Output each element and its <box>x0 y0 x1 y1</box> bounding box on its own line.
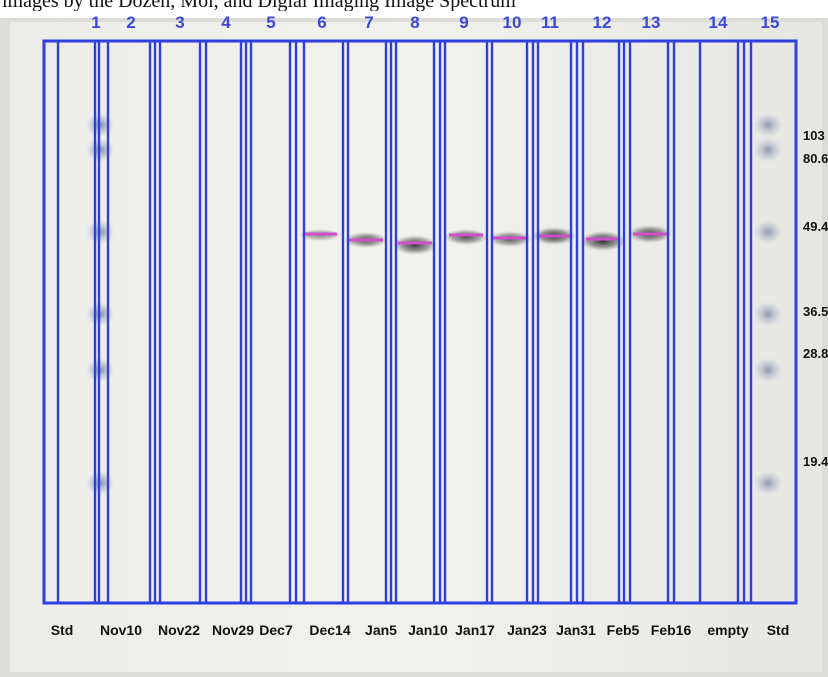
lane-number: 2 <box>126 13 135 32</box>
lane-number: 13 <box>642 13 661 32</box>
lane-label: Jan5 <box>365 622 397 638</box>
membrane <box>10 22 822 672</box>
lane-label: Std <box>767 622 790 638</box>
marker-weight: 49.4 <box>803 219 828 234</box>
lane-label: Jan10 <box>408 622 448 638</box>
lane-number: 1 <box>91 13 100 32</box>
lane-label: Dec14 <box>309 622 350 638</box>
marker-weight: 80.6 <box>803 151 828 166</box>
ladder-smear <box>754 138 782 162</box>
lane-label: Feb16 <box>651 622 692 638</box>
lane-number: 15 <box>761 13 780 32</box>
lane-label: Nov22 <box>158 622 200 638</box>
lane-number: 7 <box>364 13 373 32</box>
lane-number: 14 <box>709 13 728 32</box>
lane-number: 4 <box>221 13 231 32</box>
ladder-smear <box>754 220 782 244</box>
lane-number: 5 <box>266 13 275 32</box>
ladder-smear <box>754 471 782 495</box>
lane-label: Jan17 <box>455 622 495 638</box>
lane-number: 8 <box>410 13 419 32</box>
lane-number: 3 <box>175 13 184 32</box>
figure-caption: images by the Dozen, Mol, and Digial Ima… <box>2 0 516 11</box>
lane-label: Jan23 <box>507 622 547 638</box>
lane-label: Dec7 <box>259 622 293 638</box>
marker-weight: 28.8 <box>803 346 828 361</box>
marker-weight: 36.5 <box>803 304 828 319</box>
marker-labels: 103 80.6 49.4 36.5 28.8 19.4 <box>803 128 828 469</box>
lane-number: 9 <box>459 13 468 32</box>
protein-band <box>580 231 626 251</box>
protein-band <box>393 235 437 255</box>
protein-band <box>444 229 488 245</box>
marker-weight: 103 <box>803 128 825 143</box>
lane-number: 10 <box>503 13 522 32</box>
lane-numbers: 1 2 3 4 5 6 7 8 9 10 11 12 13 14 15 <box>91 13 779 32</box>
lane-label: Feb5 <box>607 622 640 638</box>
lane-labels: Std Nov10 Nov22 Nov29 Dec7 Dec14 Jan5 Jan10 Jan1… <box>51 622 790 638</box>
lane-label: Jan31 <box>556 622 596 638</box>
lane-label: Nov29 <box>212 622 254 638</box>
lane-label: Std <box>51 622 74 638</box>
ladder-smear <box>754 113 782 137</box>
lane-number: 11 <box>541 13 559 32</box>
lane-number: 6 <box>317 13 326 32</box>
lane-label: Nov10 <box>100 622 142 638</box>
lane-label: empty <box>707 622 748 638</box>
ladder-smear <box>754 358 782 382</box>
protein-bands <box>298 225 672 255</box>
marker-weight: 19.4 <box>803 454 828 469</box>
lane-frames <box>42 39 798 605</box>
ladder-smear <box>754 302 782 326</box>
lane-number: 12 <box>593 13 612 32</box>
